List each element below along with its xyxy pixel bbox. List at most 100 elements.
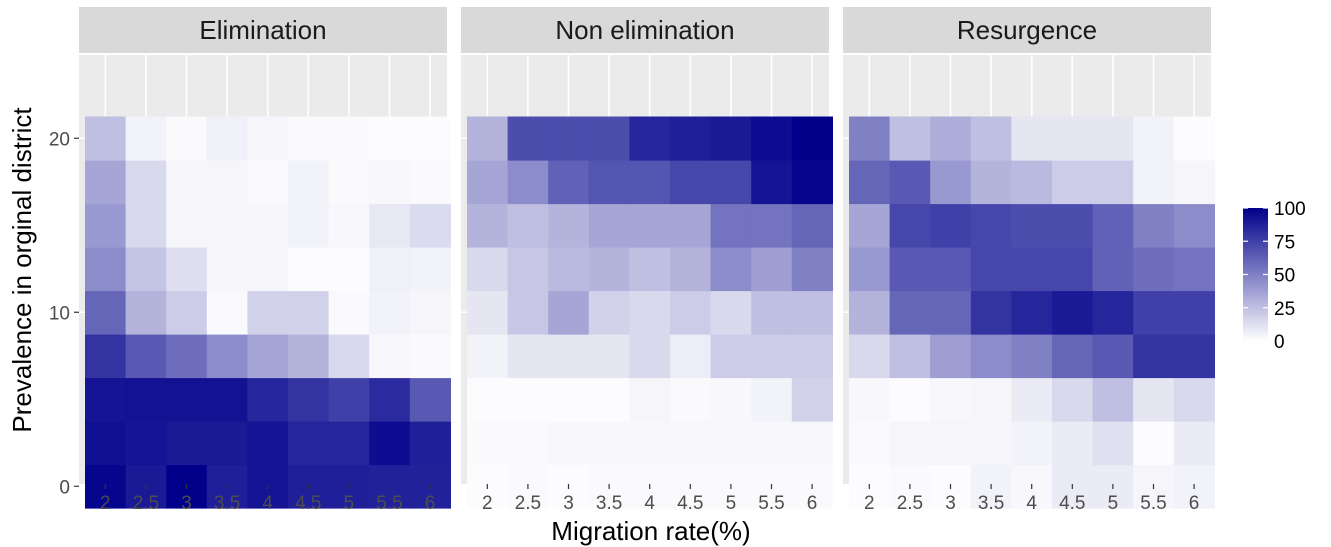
heatmap-cell [288,421,330,466]
heatmap-cell [1011,421,1053,466]
heatmap-cell [206,203,248,248]
heatmap-cell [930,247,972,292]
heatmap-cell [288,247,330,292]
heatmap-cell [1133,203,1175,248]
x-tick-label: 3 [563,493,574,514]
heatmap-cell [1052,247,1094,292]
heatmap-cell [369,334,411,379]
facet-resurgence: Resurgence 2 2.5 3 3.5 4 4.5 5 5.5 6 [843,7,1215,514]
heatmap-cell [588,116,630,161]
heatmap-cell [970,160,1012,205]
heatmap-cell [85,334,127,379]
heatmap-cell [369,160,411,205]
heatmap-cell [670,421,712,466]
heatmap-cell [1052,421,1094,466]
facet-non-elimination: Non elimination 2 2.5 3 3.5 4 4.5 5 5.5 6 [461,7,833,514]
heatmap-cell [1092,203,1134,248]
facet-strip [843,7,1211,53]
heatmap-cell [507,377,549,422]
heatmap-cell [849,290,891,335]
heatmap-cell [889,203,931,248]
heatmap-cell [548,247,590,292]
heatmap-cell [247,116,289,161]
heatmap-cell [791,334,833,379]
x-tick-label: 2.5 [133,493,159,514]
heatmap-cells [85,116,451,509]
heatmap-cell [328,247,370,292]
x-tick-label: 3.5 [978,493,1004,514]
heatmap-cell [849,116,891,161]
x-tick-label: 6 [1189,493,1200,514]
heatmap-cell [1011,290,1053,335]
heatmap-cell [1092,116,1134,161]
x-tick-label: 2.5 [515,493,541,514]
x-tick-label: 3 [181,493,192,514]
heatmap-cell [288,160,330,205]
heatmap-cell [1173,116,1215,161]
heatmap-cell [751,203,793,248]
heatmap-cell [206,160,248,205]
heatmap-cell [1092,334,1134,379]
heatmap-cell [710,116,752,161]
y-axis-title: Prevalence in orginal district [7,107,37,433]
x-tick-label: 5 [344,493,355,514]
heatmap-cell [889,290,931,335]
facet-strip-label: Resurgence [957,15,1097,45]
heatmap-cell [328,160,370,205]
heatmap-cell [409,116,451,161]
heatmap-cell [206,334,248,379]
heatmap-cell [970,116,1012,161]
heatmap-cell [1092,421,1134,466]
heatmap-cell [1011,334,1053,379]
heatmap-cell [328,421,370,466]
heatmap-cell [1133,334,1175,379]
heatmap-cell [247,203,289,248]
colorbar-tick-label: 25 [1274,299,1295,320]
heatmap-cell [849,377,891,422]
heatmap-cell [849,334,891,379]
heatmap-cell [467,421,509,466]
x-tick-label: 2 [864,493,875,514]
heatmap-cell [548,203,590,248]
heatmap-cell [166,377,208,422]
heatmap-cell [288,203,330,248]
heatmap-cell [369,421,411,466]
heatmap-cell [629,160,671,205]
colorbar-tick-label: 0 [1274,332,1285,353]
heatmap-cell [125,421,167,466]
heatmap-cell [629,247,671,292]
heatmap-cells [467,116,833,509]
heatmap-cell [889,334,931,379]
heatmap-cell [1173,377,1215,422]
heatmap-cell [1173,203,1215,248]
heatmap-cell [791,290,833,335]
heatmap-cell [369,116,411,161]
heatmap-cell [629,290,671,335]
heatmap-cell [85,203,127,248]
heatmap-cell [507,290,549,335]
heatmap-cell [166,203,208,248]
heatmap-cell [409,290,451,335]
heatmap-cell [467,247,509,292]
y-tick-label: 20 [49,129,70,150]
heatmap-cell [710,203,752,248]
heatmap-cell [1092,377,1134,422]
heatmap-cell [1133,160,1175,205]
heatmap-cell [1133,247,1175,292]
heatmap-cell [629,334,671,379]
heatmap-cell [247,377,289,422]
heatmap-cell [166,334,208,379]
heatmap-cell [970,203,1012,248]
colorbar-tick-label: 100 [1274,199,1306,220]
heatmap-cell [166,160,208,205]
heatmap-cell [791,421,833,466]
heatmap-cell [670,247,712,292]
heatmap-cell [166,421,208,466]
heatmap-cell [288,334,330,379]
heatmap-cell [409,203,451,248]
heatmap-cell [670,290,712,335]
heatmap-cell [1092,247,1134,292]
x-tick-label: 4 [262,493,273,514]
heatmap-cell [125,290,167,335]
